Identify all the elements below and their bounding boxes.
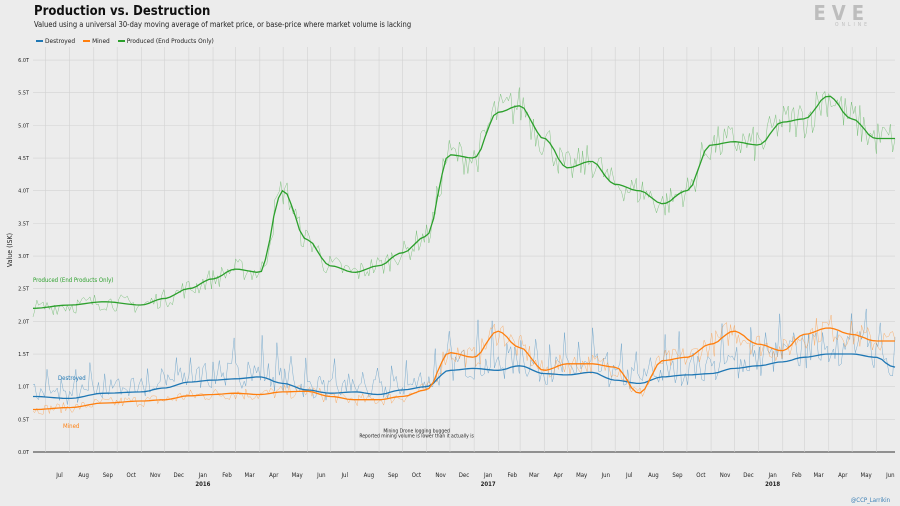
series-noise-1 <box>32 314 896 415</box>
x-tick-year-label: 2017 <box>481 481 496 488</box>
x-tick-label: Mar <box>813 472 824 479</box>
x-tick-label: Jun <box>601 472 610 479</box>
annotation-text: Mining Drone logging bugged <box>383 428 450 434</box>
x-tick-label: Sep <box>103 472 114 479</box>
y-tick-label: 1.0T <box>18 385 30 391</box>
y-axis-label: Value (ISK) <box>6 233 14 267</box>
y-tick-label: 2.5T <box>18 287 30 293</box>
chart-subtitle: Valued using a universal 30-day moving a… <box>34 20 412 29</box>
x-tick-label: Jun <box>885 472 894 479</box>
x-tick-label: Feb <box>508 472 518 479</box>
x-tick-label: Apr <box>838 472 848 479</box>
legend-label: Mined <box>92 37 110 45</box>
x-tick-label: Apr <box>554 472 564 479</box>
y-tick-label: 3.0T <box>18 254 30 260</box>
y-tick-label: 5.0T <box>18 123 30 129</box>
legend-swatch <box>83 40 91 42</box>
x-tick-label: May <box>292 472 304 479</box>
y-tick-label: 0.0T <box>18 450 30 456</box>
x-tick-label: Feb <box>222 472 232 479</box>
x-tick-label: Dec <box>173 472 183 479</box>
series-label: Produced (End Products Only) <box>33 277 113 284</box>
x-tick-label: Nov <box>435 472 446 479</box>
x-tick-label: Dec <box>459 472 469 479</box>
x-tick-label: Dec <box>743 472 753 479</box>
chart-title: Production vs. Destruction <box>34 4 211 19</box>
legend-swatch <box>36 40 43 42</box>
y-tick-label: 4.5T <box>18 156 30 162</box>
legend-item-destroyed: Destroyed <box>36 37 75 45</box>
x-tick-label: Oct <box>696 472 705 479</box>
x-tick-label: Jul <box>340 472 348 479</box>
legend-item-produced: Produced (End Products Only) <box>117 37 214 45</box>
y-tick-label: 5.5T <box>18 91 30 97</box>
series-line-0 <box>33 353 896 400</box>
x-tick-label: Jan <box>767 472 776 479</box>
x-tick-label: Jan <box>198 472 207 479</box>
series-line-1 <box>33 327 895 411</box>
x-tick-label: Oct <box>412 472 421 479</box>
series-label: Mined <box>63 423 79 430</box>
y-tick-label: 6.0T <box>18 58 30 64</box>
x-tick-label: Mar <box>245 472 256 479</box>
daily-noise-lines <box>32 87 896 415</box>
x-tick-label: Aug <box>648 472 659 479</box>
series-inline-labels: Produced (End Products Only) Destroyed Min… <box>33 277 113 430</box>
chart-legend: Destroyed Mined Produced (End Products O… <box>36 37 214 45</box>
x-tick-label: Jul <box>625 472 633 479</box>
x-tick-label: Feb <box>792 472 802 479</box>
annotation-text: Reported mining volume is lower than it … <box>359 434 474 440</box>
x-tick-label: May <box>576 472 588 479</box>
legend-swatch <box>117 40 125 42</box>
y-tick-label: 3.5T <box>18 221 30 227</box>
x-tick-year-label: 2016 <box>195 481 210 488</box>
x-tick-year-label: 2018 <box>765 481 780 488</box>
series-label: Destroyed <box>58 375 86 382</box>
x-tick-label: Sep <box>672 472 683 479</box>
x-tick-label: Aug <box>364 472 375 479</box>
x-tick-label: Mar <box>529 472 540 479</box>
legend-label: Produced (End Products Only) <box>126 37 214 45</box>
legend-item-mined: Mined <box>83 37 110 45</box>
series-lines <box>32 95 896 411</box>
y-tick-label: 2.0T <box>18 319 30 325</box>
logo-text: EVE <box>813 1 870 25</box>
series-noise-2 <box>32 87 896 317</box>
x-tick-label: Nov <box>720 472 731 479</box>
legend-label: Destroyed <box>45 37 76 45</box>
author-credit: @CCP_Larrikin <box>850 497 890 504</box>
x-tick-label: Jul <box>55 472 63 479</box>
logo-subtext: ONLINE <box>835 22 870 28</box>
grid <box>33 47 895 453</box>
y-tick-label: 1.5T <box>18 352 30 358</box>
eve-online-logo: EVE ONLINE <box>813 3 870 28</box>
series-line-2 <box>32 95 895 309</box>
x-tick-label: Sep <box>388 472 399 479</box>
x-tick-label: Jun <box>316 472 325 479</box>
x-tick-label: Oct <box>127 472 136 479</box>
plot-background <box>33 47 895 452</box>
x-tick-label: Jan <box>483 472 492 479</box>
x-tick-label: Aug <box>78 472 89 479</box>
y-axis-ticks: 0.0T 0.5T 1.0T 1.5T 2.0T 2.5T 3.0T 3.5T 4.0T 4.5T… <box>18 58 30 456</box>
x-tick-label: May <box>861 472 873 479</box>
x-axis-ticks: Jul Aug Sep Oct Nov Dec Jan 2016 Feb Mar Apr May Jun… <box>55 472 894 488</box>
y-tick-label: 4.0T <box>18 189 30 195</box>
y-tick-label: 0.5T <box>18 417 30 423</box>
x-tick-label: Apr <box>269 472 279 479</box>
x-tick-label: Nov <box>150 472 161 479</box>
